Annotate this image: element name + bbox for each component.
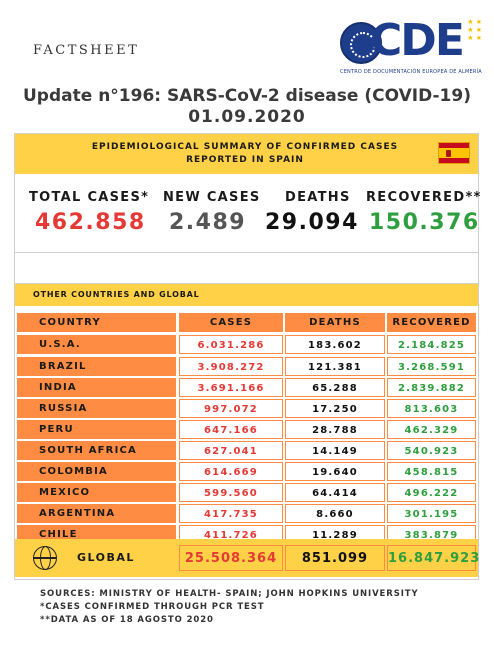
summary-card: EPIDEMIOLOGICAL SUMMARY OF CONFIRMED CAS…	[14, 133, 480, 580]
data-date-note: **DATA AS OF 18 AGOSTO 2020	[40, 615, 214, 625]
eu-stars-icon: ★ ★ ★ ★ ★ ★	[467, 18, 482, 42]
kpi-labels: TOTAL CASES* NEW CASES DEATHS RECOVERED*…	[15, 190, 480, 208]
header-cases: CASES	[179, 313, 283, 332]
page-date: 01.09.2020	[188, 107, 306, 127]
recovered-cell: 496.222	[387, 483, 476, 502]
pcr-note: *CASES CONFIRMED THROUGH PCR TEST	[40, 602, 265, 612]
cases-cell: 997.072	[179, 399, 283, 418]
global-label: GLOBAL	[77, 551, 135, 564]
table-row: INDIA 3.691.166 65.288 2.839.882	[15, 377, 478, 398]
table-row: PERU 647.166 28.788 462.329	[15, 419, 478, 440]
banner-line-2: REPORTED IN SPAIN	[186, 155, 304, 165]
recovered-label: RECOVERED**	[366, 190, 482, 205]
deaths-label: DEATHS	[285, 190, 351, 205]
new-cases-label: NEW CASES	[163, 190, 261, 205]
total-cases-label: TOTAL CASES*	[29, 190, 150, 205]
recovered-cell: 462.329	[387, 420, 476, 439]
table-header-row: COUNTRY CASES DEATHS RECOVERED	[15, 312, 478, 333]
other-countries-bar: OTHER COUNTRIES AND GLOBAL	[15, 284, 478, 306]
logo-text: CDE	[370, 15, 465, 66]
sources-note: SOURCES: MINISTRY OF HEALTH- SPAIN; JOHN…	[40, 589, 419, 599]
recovered-cell: 2.839.882	[387, 378, 476, 397]
recovered-value: 150.376	[369, 210, 480, 235]
global-recovered: 16.847.923	[387, 545, 479, 571]
kpi-values: 462.858 2.489 29.094 150.376	[15, 210, 478, 238]
deaths-cell: 14.149	[285, 441, 385, 460]
global-deaths: 851.099	[285, 545, 385, 571]
cases-cell: 3.908.272	[179, 357, 283, 376]
header-country: COUNTRY	[17, 313, 176, 332]
country-cell: SOUTH AFRICA	[17, 441, 176, 460]
cases-cell: 627.041	[179, 441, 283, 460]
spain-flag-icon	[438, 142, 470, 164]
recovered-cell: 540.923	[387, 441, 476, 460]
cases-cell: 417.735	[179, 504, 283, 523]
country-cell: BRAZIL	[17, 357, 176, 376]
recovered-cell: 2.184.825	[387, 335, 476, 354]
country-cell: U.S.A.	[17, 335, 176, 354]
global-row: GLOBAL 25.508.364 851.099 16.847.923	[15, 539, 479, 577]
country-cell: MEXICO	[17, 483, 176, 502]
banner-line-1: EPIDEMIOLOGICAL SUMMARY OF CONFIRMED CAS…	[91, 142, 399, 152]
other-countries-title: OTHER COUNTRIES AND GLOBAL	[33, 290, 200, 299]
country-cell: RUSSIA	[17, 399, 176, 418]
table-row: ARGENTINA 417.735 8.660 301.195	[15, 503, 478, 524]
deaths-cell: 65.288	[285, 378, 385, 397]
cases-cell: 3.691.166	[179, 378, 283, 397]
table-row: BRAZIL 3.908.272 121.381 3.268.591	[15, 356, 478, 377]
country-cell: ARGENTINA	[17, 504, 176, 523]
deaths-cell: 17.250	[285, 399, 385, 418]
globe-icon	[33, 546, 57, 570]
table-row: COLOMBIA 614.669 19.640 458.815	[15, 461, 478, 482]
cases-cell: 599.560	[179, 483, 283, 502]
header-recovered: RECOVERED	[387, 313, 476, 332]
logo-subtitle: CENTRO DE DOCUMENTACIÓN EUROPEA DE ALMER…	[340, 69, 482, 75]
country-cell: COLOMBIA	[17, 462, 176, 481]
cases-cell: 614.669	[179, 462, 283, 481]
recovered-cell: 813.603	[387, 399, 476, 418]
cases-cell: 647.166	[179, 420, 283, 439]
country-cell: INDIA	[17, 378, 176, 397]
table-row: U.S.A. 6.031.286 183.602 2.184.825	[15, 334, 478, 355]
total-cases-value: 462.858	[35, 210, 146, 235]
table-row: MEXICO 599.560 64.414 496.222	[15, 482, 478, 503]
deaths-cell: 121.381	[285, 357, 385, 376]
new-cases-value: 2.489	[169, 210, 247, 235]
country-cell: PERU	[17, 420, 176, 439]
deaths-cell: 183.602	[285, 335, 385, 354]
factsheet-label: FACTSHEET	[33, 43, 140, 58]
deaths-value: 29.094	[265, 210, 359, 235]
deaths-cell: 64.414	[285, 483, 385, 502]
deaths-cell: 28.788	[285, 420, 385, 439]
divider	[15, 252, 478, 253]
global-cases: 25.508.364	[179, 545, 283, 571]
divider	[15, 283, 478, 284]
cde-logo: CDE ★ ★ ★ ★ ★ ★ CENTRO DE DOCUMENTACIÓN EU…	[336, 15, 484, 78]
cases-cell: 6.031.286	[179, 335, 283, 354]
recovered-cell: 458.815	[387, 462, 476, 481]
footnotes: SOURCES: MINISTRY OF HEALTH- SPAIN; JOHN…	[40, 588, 419, 627]
summary-banner: EPIDEMIOLOGICAL SUMMARY OF CONFIRMED CAS…	[15, 134, 478, 174]
page-title: Update n°196: SARS-CoV-2 disease (COVID-…	[23, 86, 471, 106]
deaths-cell: 8.660	[285, 504, 385, 523]
recovered-cell: 3.268.591	[387, 357, 476, 376]
header-deaths: DEATHS	[285, 313, 385, 332]
table-row: RUSSIA 997.072 17.250 813.603	[15, 398, 478, 419]
table-row: SOUTH AFRICA 627.041 14.149 540.923	[15, 440, 478, 461]
deaths-cell: 19.640	[285, 462, 385, 481]
cde-seal-icon	[340, 22, 382, 64]
recovered-cell: 301.195	[387, 504, 476, 523]
